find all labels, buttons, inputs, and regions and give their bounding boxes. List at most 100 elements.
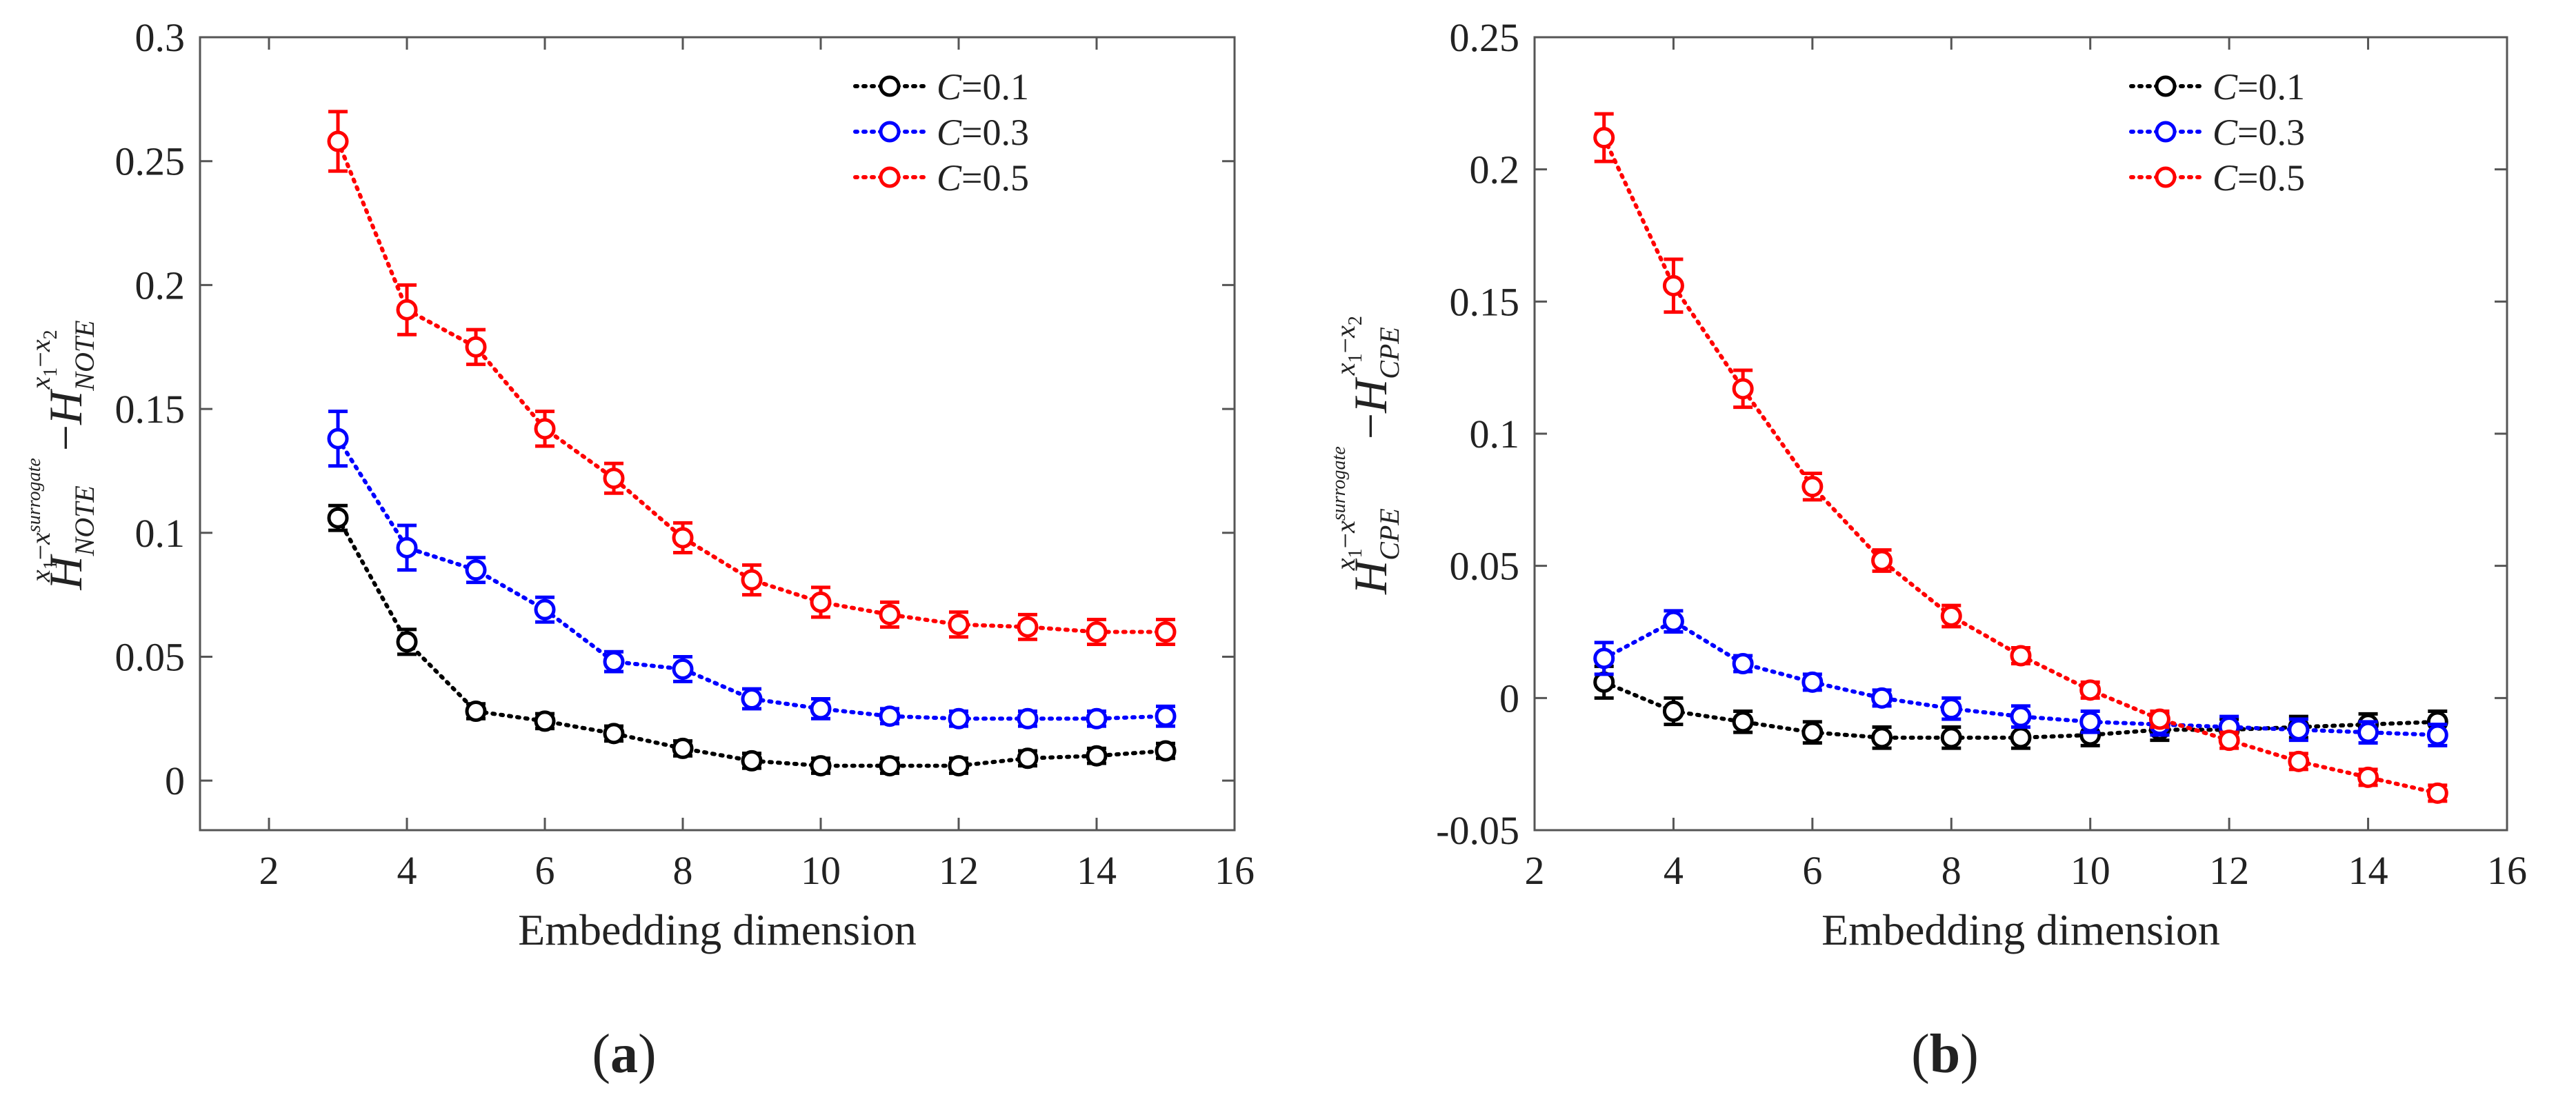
data-point [2357,766,2379,788]
y-tick-label: 0 [1499,676,1519,721]
data-point [2218,729,2240,752]
data-point [1732,653,1754,674]
data-point [1017,616,1039,638]
data-point [1940,605,1962,627]
plot-frame-a [199,36,1236,832]
data-point [2010,705,2032,727]
x-axis-label-b: Embedding dimension [1821,905,2220,954]
y-tick-label: -0.05 [1436,808,1519,853]
y-tick-label: 0.15 [1450,279,1520,324]
data-point [534,710,556,732]
y-tick-label: 0.1 [135,511,186,556]
y-tick-label: 0.2 [135,263,186,308]
x-tick-label: 2 [259,848,279,893]
chart-panel-a: 2 4 6 8 10 12 14 16 0 0.05 0.1 0.15 0.2 0.25 0.3 HNOTE… [23,15,1255,1085]
legend-marker [2155,121,2177,143]
caption-a: (a) [592,1024,656,1085]
axis-ticks-b: 2 4 6 8 10 12 14 16 -0.05 0 0.05 0.1 0.15 0.2 0.25 [1436,15,2527,893]
data-point [465,701,487,722]
data-point [2079,711,2101,733]
data-point [810,755,832,777]
series-c-0-5 [1593,112,2448,804]
data-point [1871,550,1893,572]
series-group-a [327,110,1177,777]
series-c-0-5 [327,110,1177,646]
data-point [2357,721,2379,743]
data-point [1662,610,1684,632]
legend-a: C=0.1C=0.3C=0.5 [853,66,1029,199]
y-tick-label: 0.1 [1470,412,1520,456]
series-c-0-3 [327,410,1177,729]
legend-label: C=0.3 [2213,112,2305,153]
data-point [948,707,970,729]
data-point [1593,127,1615,149]
y-tick-label: 0.25 [115,139,186,184]
data-point [327,427,349,450]
data-point [1086,621,1108,643]
axis-ticks-a: 2 4 6 8 10 12 14 16 0 0.05 0.1 0.15 0.2 0.25 0.3 [115,15,1255,893]
legend-label: C=0.3 [937,112,1029,153]
data-point [534,418,556,440]
data-point [879,755,901,777]
data-point [2426,724,2448,746]
x-tick-label: 6 [535,848,555,893]
y-axis-label-b: HCPEx1−xsurrogate−HCPEx1−x2 [1328,316,1405,595]
data-point [2010,645,2032,667]
series-group-b [1593,112,2448,804]
data-point [1732,711,1754,733]
legend-b: C=0.1C=0.3C=0.5 [2129,66,2305,199]
data-point [1871,687,1893,709]
x-tick-label: 8 [1941,848,1961,893]
x-tick-label: 16 [1215,848,1255,893]
legend-label: C=0.5 [2213,157,2305,199]
data-point [1662,274,1684,296]
data-point [1801,476,1824,498]
y-tick-label: 0.05 [115,634,186,679]
data-point [327,130,349,152]
x-tick-label: 12 [939,848,979,893]
data-point [1801,721,1824,743]
data-point [396,299,418,321]
data-point [879,705,901,727]
data-point [741,688,763,710]
legend-marker [879,121,901,143]
data-point [1940,698,1962,720]
data-point [672,527,694,549]
data-point [2288,718,2310,741]
data-point [810,698,832,720]
data-point [810,591,832,613]
data-point [2426,782,2448,804]
data-point [2288,750,2310,772]
caption-b: (b) [1911,1024,1979,1085]
x-tick-label: 8 [673,848,693,893]
x-tick-label: 14 [2348,848,2388,893]
data-point [1017,747,1039,769]
x-axis-label-a: Embedding dimension [518,905,917,954]
data-point [948,614,970,636]
data-point [1732,378,1754,400]
data-point [1662,701,1684,722]
data-point [1155,621,1177,643]
data-point [1940,727,1962,749]
legend-marker [2155,75,2177,97]
y-tick-label: 0.15 [115,387,186,432]
y-tick-label: 0.3 [135,15,186,60]
data-point [603,467,625,490]
legend-label: C=0.5 [937,157,1029,199]
x-tick-label: 12 [2209,848,2249,893]
data-point [741,749,763,772]
data-point [1871,727,1893,749]
data-point [1017,707,1039,729]
x-tick-label: 4 [1664,848,1684,893]
data-point [2079,679,2101,701]
data-point [2010,727,2032,749]
legend-marker [879,75,901,97]
data-point [948,755,970,777]
data-point [1801,671,1824,693]
x-tick-label: 4 [397,848,417,893]
data-point [2148,708,2170,730]
data-point [741,569,763,591]
y-tick-label: 0 [165,758,185,803]
data-point [396,631,418,653]
